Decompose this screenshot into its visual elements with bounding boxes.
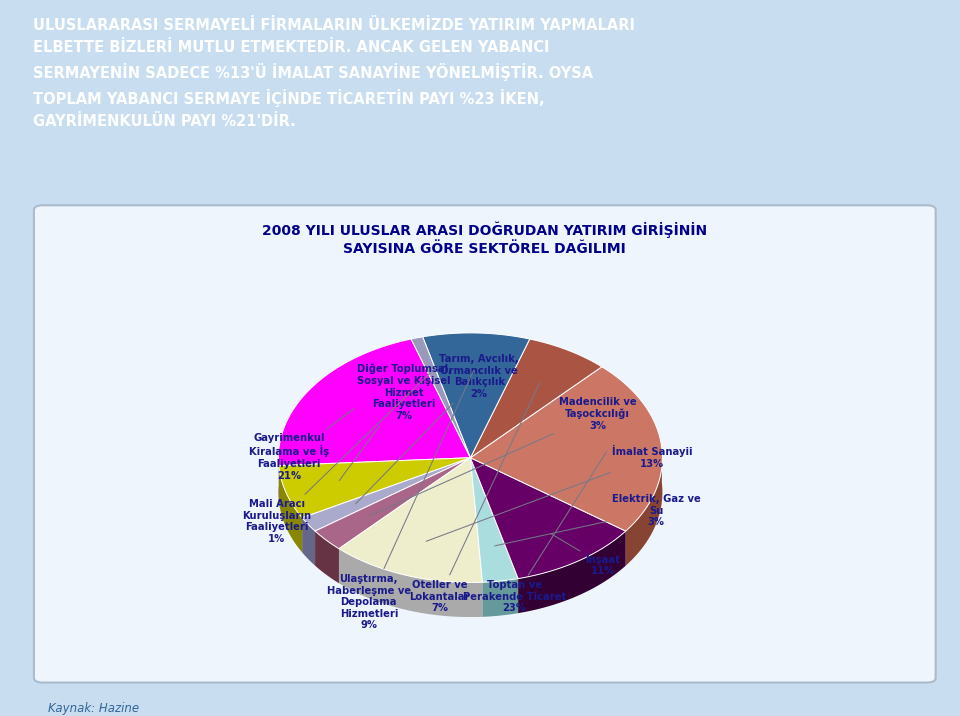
Polygon shape — [470, 458, 518, 582]
Text: Mali Aracı
Kuruluşların
Faaliyetleri
1%: Mali Aracı Kuruluşların Faaliyetleri 1% — [242, 373, 430, 544]
Polygon shape — [339, 548, 483, 617]
Polygon shape — [315, 458, 470, 548]
Text: Oteller ve
Lokantalar
7%: Oteller ve Lokantalar 7% — [409, 383, 540, 614]
Text: ULUSLARARASI SERMAYELİ FİRMALARIN ÜLKEMİZDE YATIRIM YAPMALARI
ELBETTE BİZLERİ MU: ULUSLARARASI SERMAYELİ FİRMALARIN ÜLKEMİ… — [33, 18, 635, 129]
Text: 2008 YILI ULUSLAR ARASI DOĞRUDAN YATIRIM GİRİŞİNİN
SAYISINA GÖRE SEKTÖREL DAĞILI: 2008 YILI ULUSLAR ARASI DOĞRUDAN YATIRIM… — [262, 222, 708, 256]
Text: Kaynak: Hazine: Kaynak: Hazine — [48, 702, 139, 715]
Polygon shape — [278, 458, 470, 518]
Text: İmalat Sanayii
13%: İmalat Sanayii 13% — [426, 445, 692, 541]
Polygon shape — [422, 333, 530, 458]
Polygon shape — [626, 448, 662, 566]
Text: Elektrik, Gaz ve
Su
3%: Elektrik, Gaz ve Su 3% — [494, 494, 701, 546]
Polygon shape — [470, 339, 602, 458]
Text: Toptan ve
Perakende Ticaret
23%: Toptan ve Perakende Ticaret 23% — [463, 452, 607, 614]
Text: Tarım, Avcılık,
Ormancılık ve
Balıkçılık
2%: Tarım, Avcılık, Ormancılık ve Balıkçılık… — [355, 354, 519, 504]
Polygon shape — [518, 531, 626, 613]
Text: Gayrimenkul
Kiralama ve İş
Faaliyetleri
21%: Gayrimenkul Kiralama ve İş Faaliyetleri … — [249, 409, 354, 480]
Text: İnşaat
11%: İnşaat 11% — [550, 533, 620, 576]
Text: Ulaştırma,
Haberleşme ve
Depolama
Hizmetleri
9%: Ulaştırma, Haberleşme ve Depolama Hizmet… — [326, 370, 473, 630]
Polygon shape — [470, 367, 662, 531]
Polygon shape — [339, 458, 483, 583]
Text: Madencilik ve
Taşockcılığı
3%: Madencilik ve Taşockcılığı 3% — [370, 397, 636, 516]
Polygon shape — [278, 339, 470, 465]
Polygon shape — [302, 458, 470, 531]
Polygon shape — [315, 531, 339, 584]
Polygon shape — [411, 337, 470, 458]
Polygon shape — [302, 518, 315, 566]
Polygon shape — [470, 458, 626, 579]
Text: Diğer Toplumsal,
Sosyal ve Kişisel
Hizmet
Faaliyetleri
7%: Diğer Toplumsal, Sosyal ve Kişisel Hizme… — [339, 364, 451, 480]
FancyBboxPatch shape — [34, 205, 936, 682]
Polygon shape — [483, 579, 518, 616]
Polygon shape — [278, 465, 302, 553]
